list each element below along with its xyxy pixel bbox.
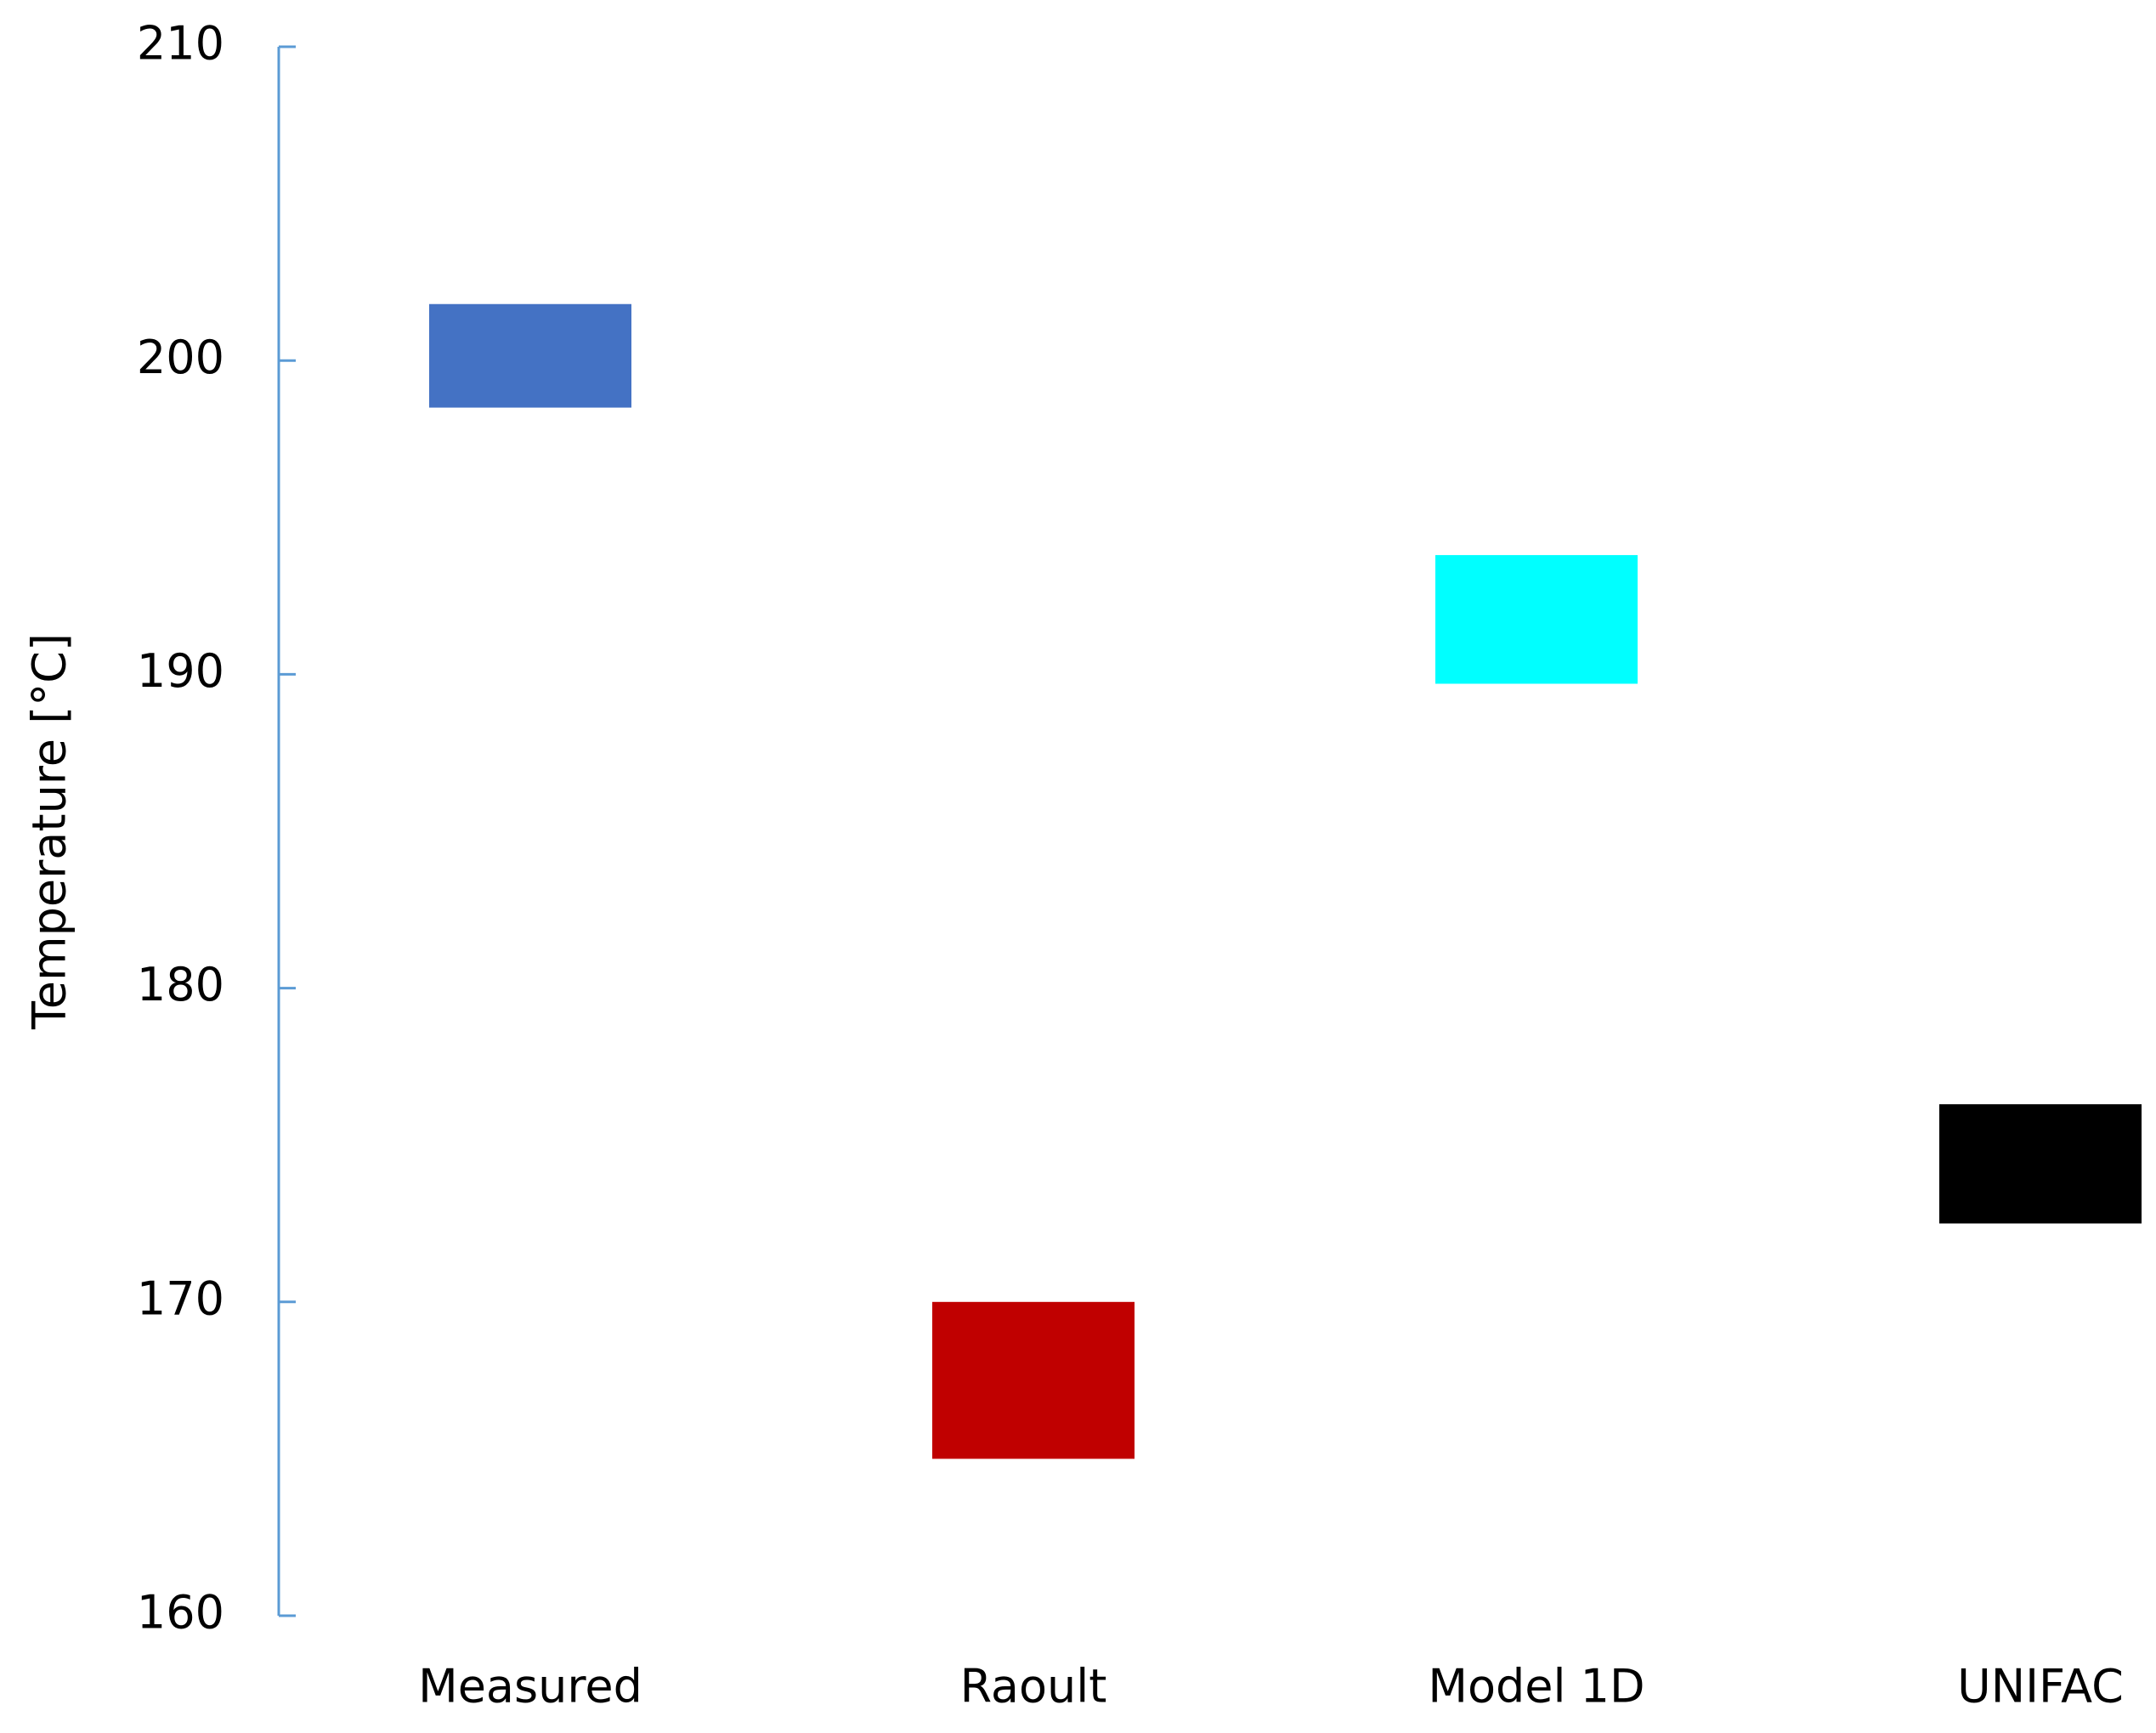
y-axis-label: Temperature [°C]: [23, 633, 76, 1030]
bar: [1939, 1104, 2142, 1224]
bar: [932, 1301, 1135, 1459]
y-tick-label: 180: [137, 958, 224, 1011]
y-tick-label: 170: [137, 1271, 224, 1325]
bar: [429, 303, 631, 408]
y-tick-label: 160: [137, 1586, 224, 1640]
y-tick-label: 210: [137, 17, 224, 71]
y-tick-label: 200: [137, 331, 224, 384]
bar: [1435, 555, 1638, 684]
x-tick-label: UNIFAC: [1957, 1660, 2124, 1713]
x-tick-label: Model 1D: [1428, 1660, 1644, 1713]
x-tick-label: Raoult: [960, 1660, 1107, 1713]
x-tick-label: Measured: [418, 1660, 642, 1713]
y-tick-label: 190: [137, 644, 224, 698]
